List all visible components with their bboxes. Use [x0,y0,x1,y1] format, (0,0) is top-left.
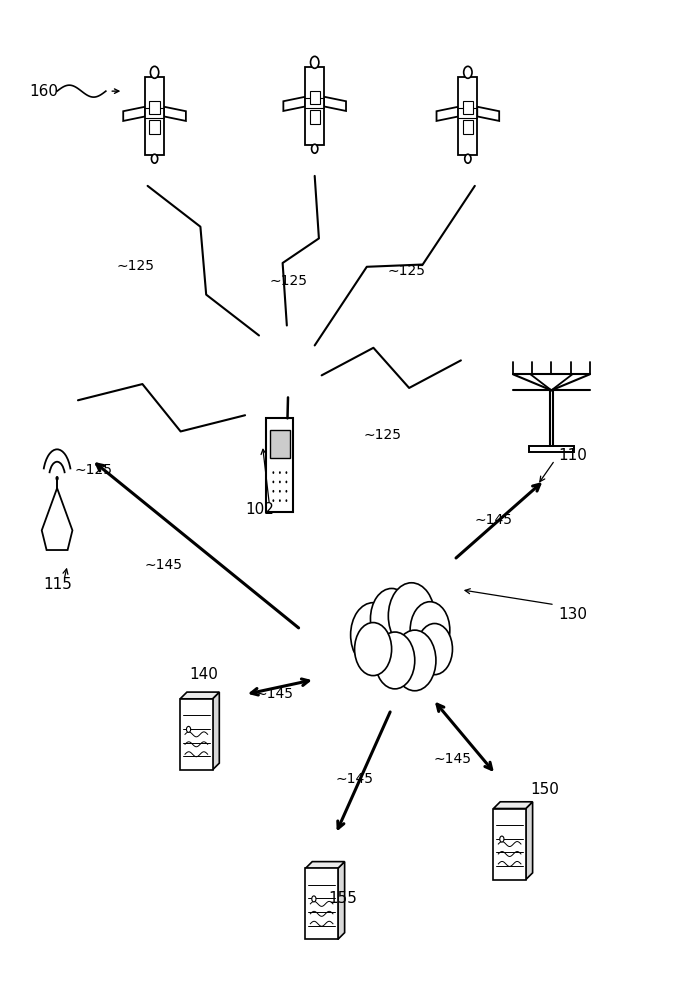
Bar [493,809,526,880]
Circle shape [417,624,452,675]
Text: ∼145: ∼145 [433,752,471,766]
Circle shape [465,154,471,163]
Bar [310,110,320,124]
Bar [305,67,324,145]
Text: ∼125: ∼125 [388,264,426,278]
Circle shape [279,490,281,493]
Polygon shape [164,107,186,121]
Bar [150,101,160,114]
Text: ∼125: ∼125 [75,463,113,477]
Circle shape [389,583,435,649]
Circle shape [279,499,281,502]
Bar [463,120,473,134]
Polygon shape [493,802,533,809]
Circle shape [55,476,59,481]
Circle shape [187,726,191,732]
Bar [180,699,212,770]
Circle shape [312,144,318,153]
Circle shape [273,481,274,483]
Bar [528,446,574,452]
Bar [270,430,289,458]
Text: ∼145: ∼145 [144,558,182,572]
Circle shape [375,632,415,689]
Circle shape [273,499,274,502]
Text: 150: 150 [531,782,559,797]
Circle shape [310,56,319,68]
Circle shape [394,630,436,691]
Text: ∼125: ∼125 [116,259,154,273]
Text: ∼145: ∼145 [256,687,294,701]
Circle shape [150,66,159,78]
Polygon shape [526,802,533,880]
Polygon shape [180,692,219,699]
Circle shape [410,602,450,659]
Bar [310,91,320,104]
Text: ∼145: ∼145 [336,772,373,786]
Polygon shape [477,107,499,121]
Circle shape [351,603,396,667]
Circle shape [500,836,504,842]
Polygon shape [123,107,145,121]
Bar [459,77,477,155]
Polygon shape [305,862,345,868]
Circle shape [273,471,274,474]
Bar [305,868,338,939]
Polygon shape [324,97,346,111]
Text: 160: 160 [29,84,58,99]
Bar [463,101,473,114]
Circle shape [279,481,281,483]
Text: 115: 115 [43,577,72,592]
Polygon shape [283,97,305,111]
Text: 130: 130 [559,607,587,622]
Text: 110: 110 [559,448,587,463]
Text: ∼125: ∼125 [363,428,401,442]
Polygon shape [212,692,219,770]
Text: ∼145: ∼145 [475,513,513,527]
Text: 155: 155 [329,891,357,906]
Bar [145,77,164,155]
Circle shape [463,66,472,78]
Circle shape [279,471,281,474]
Circle shape [285,471,287,474]
Polygon shape [437,107,459,121]
Circle shape [285,481,287,483]
Text: 140: 140 [189,667,218,682]
Circle shape [152,154,158,163]
Text: ∼125: ∼125 [269,274,308,288]
Polygon shape [338,862,345,939]
Circle shape [370,588,413,649]
Polygon shape [266,418,294,512]
Circle shape [285,490,287,493]
Circle shape [354,623,391,676]
Circle shape [273,490,274,493]
Circle shape [285,499,287,502]
Circle shape [312,896,316,902]
Bar [150,120,160,134]
Text: 102: 102 [245,502,274,517]
Polygon shape [42,488,73,550]
